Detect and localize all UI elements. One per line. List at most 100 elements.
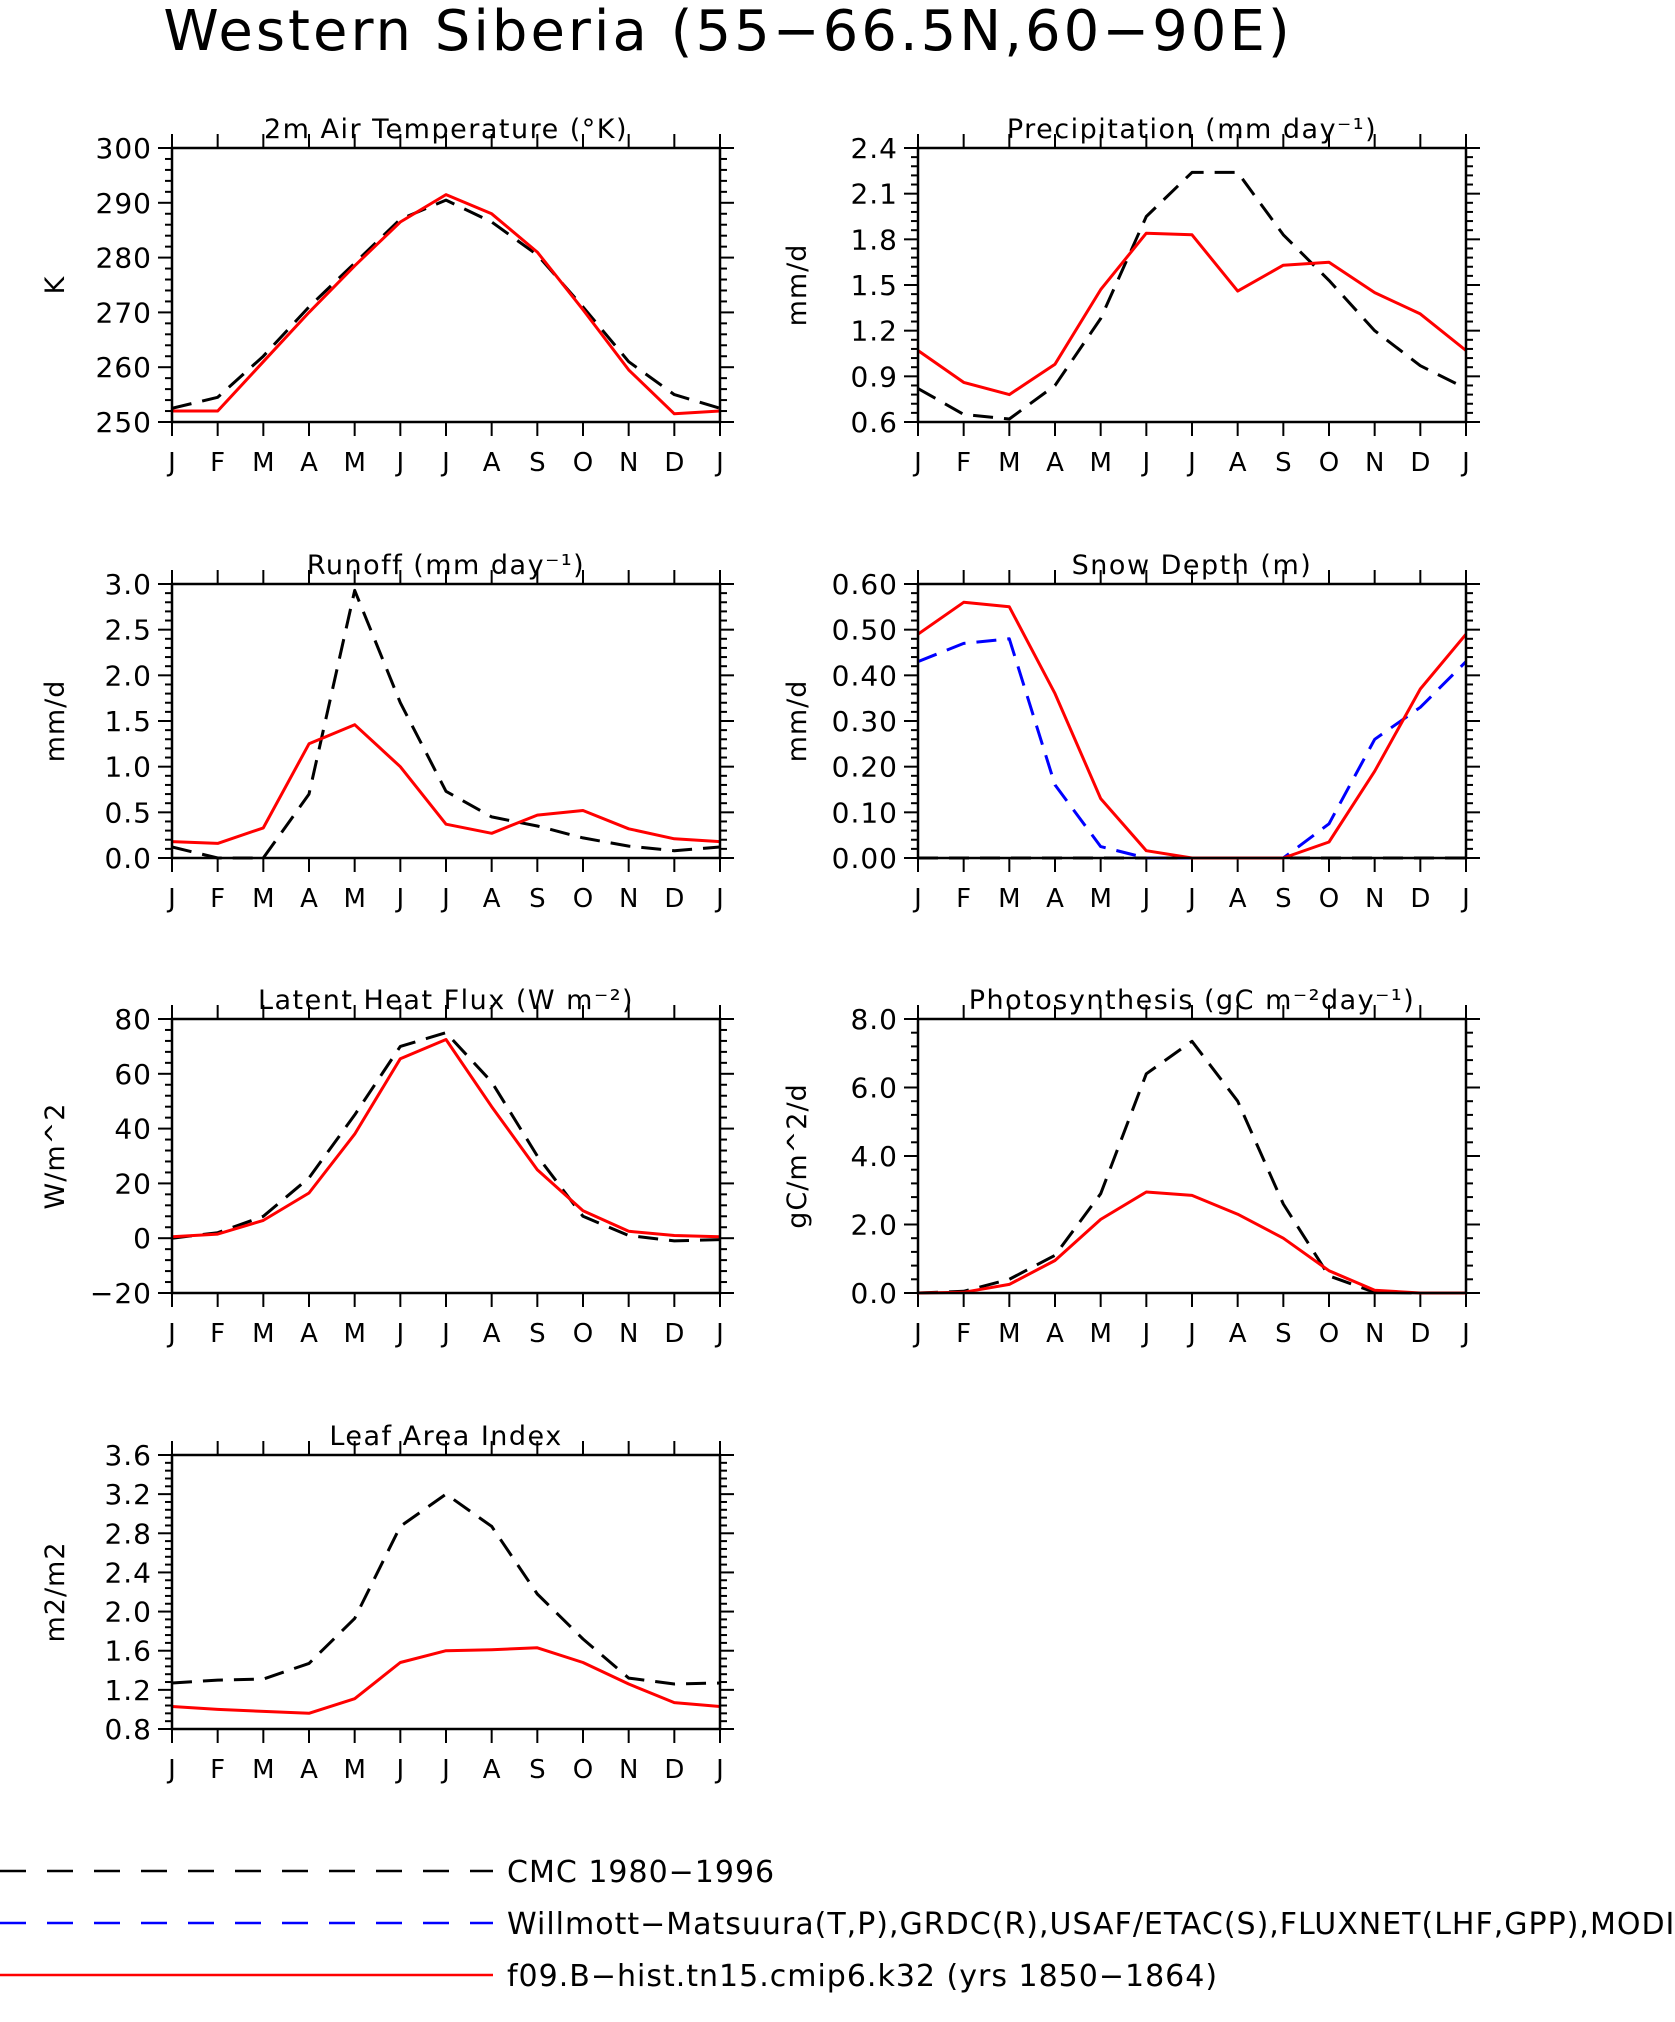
x-tick-label: J [714,1755,724,1785]
y-tick-label: 290 [96,187,152,220]
x-tick-label: J [1460,884,1470,914]
chart-panel-2: Runoff (mm day⁻¹)mm/d0.00.51.01.52.02.53… [40,550,734,914]
x-tick-label: J [912,448,922,478]
x-tick-label: A [300,1319,318,1349]
x-tick-label: M [252,1755,274,1785]
x-tick-label: D [664,884,684,914]
x-tick-label: J [1186,1319,1196,1349]
x-tick-label: M [998,448,1020,478]
y-tick-label: 60 [114,1058,152,1091]
y-tick-label: 0.20 [832,751,898,784]
x-tick-label: S [1275,1319,1292,1349]
x-tick-label: J [394,1319,404,1349]
x-tick-label: O [1319,1319,1339,1349]
x-tick-label: J [440,1755,450,1785]
y-tick-label: 1.2 [104,1674,152,1707]
x-tick-label: A [1229,448,1247,478]
y-tick-label: 0.0 [850,1277,898,1310]
x-tick-label: A [1229,1319,1247,1349]
x-tick-label: S [1275,884,1292,914]
x-tick-label: J [1460,448,1470,478]
series-line-0 [172,1031,720,1243]
x-tick-label: A [483,884,501,914]
x-tick-label: A [483,1319,501,1349]
x-tick-label: A [483,448,501,478]
chart-panel-5: Photosynthesis (gC m⁻²day⁻¹)gC/m^2/d0.02… [782,985,1480,1349]
x-tick-label: F [956,1319,971,1349]
x-tick-label: S [529,1319,546,1349]
x-tick-label: N [619,1319,638,1349]
x-tick-label: O [573,1319,593,1349]
x-tick-label: J [394,1755,404,1785]
x-tick-label: A [1229,884,1247,914]
x-tick-label: J [166,1319,176,1349]
y-tick-label: 1.5 [104,705,152,738]
x-tick-label: D [664,1755,684,1785]
x-tick-label: M [1089,1319,1111,1349]
legend-label-2: f09.B−hist.tn15.cmip6.k32 (yrs 1850−1864… [507,1959,1218,1994]
y-tick-label: 2.8 [104,1517,152,1550]
x-tick-label: J [166,448,176,478]
y-tick-label: 3.6 [104,1439,152,1472]
x-tick-label: J [714,1319,724,1349]
x-tick-label: M [252,884,274,914]
x-tick-label: J [394,884,404,914]
y-tick-label: 0.6 [850,406,898,439]
y-tick-label: 3.0 [104,568,152,601]
x-tick-label: A [483,1755,501,1785]
figure-legend: CMC 1980−1996 Willmott−Matsuura(T,P),GRDC… [0,1855,1675,1994]
y-axis-label: m2/m2 [40,1541,71,1642]
x-tick-label: J [440,448,450,478]
series-line-1 [918,1190,1466,1295]
series-line-1 [172,193,720,416]
y-tick-label: 0.10 [832,796,898,829]
y-tick-label: 2.5 [104,614,152,647]
x-tick-label: N [619,1755,638,1785]
x-tick-label: M [343,1319,365,1349]
chart-panel-0: 2m Air Temperature (°K)K2502602702802903… [40,114,734,478]
series-line-1 [918,231,1466,397]
y-tick-label: 0.50 [832,614,898,647]
x-tick-label: J [912,884,922,914]
x-tick-label: J [440,884,450,914]
x-tick-label: N [1365,448,1384,478]
x-tick-label: D [1410,1319,1430,1349]
y-tick-label: 4.0 [850,1140,898,1173]
x-tick-label: D [1410,448,1430,478]
x-tick-label: J [394,448,404,478]
y-tick-label: 270 [96,296,152,329]
x-tick-label: O [573,448,593,478]
y-tick-label: −20 [90,1277,152,1310]
figure-title: Western Siberia (55−66.5N,60−90E) [163,0,1292,64]
y-tick-label: 0.8 [104,1713,152,1746]
y-axis-label: W/m^2 [40,1103,71,1210]
x-tick-label: F [956,884,971,914]
chart-panel-3: Snow Depth (m)mm/d0.000.100.200.300.400.… [782,550,1480,914]
y-tick-label: 250 [96,406,152,439]
series-line-0 [172,198,720,410]
y-tick-label: 0.9 [850,360,898,393]
plot-frame [170,1017,722,1295]
x-tick-label: A [300,448,318,478]
x-tick-label: D [1410,884,1430,914]
y-tick-label: 280 [96,242,152,275]
y-tick-label: 0 [133,1222,152,1255]
x-tick-label: J [1140,448,1150,478]
x-tick-label: F [956,448,971,478]
y-tick-label: 300 [96,132,152,165]
y-tick-label: 0.40 [832,659,898,692]
x-tick-label: J [440,1319,450,1349]
y-axis-label: mm/d [782,680,813,763]
chart-panel-1: Precipitation (mm day⁻¹)mm/d0.60.91.21.5… [782,114,1480,478]
x-tick-label: N [1365,884,1384,914]
y-axis-label: mm/d [40,680,71,763]
y-axis-label: mm/d [782,244,813,327]
y-tick-label: 260 [96,351,152,384]
x-tick-label: F [210,1755,225,1785]
x-tick-label: J [1186,448,1196,478]
x-tick-label: N [1365,1319,1384,1349]
series-line-0 [918,1039,1466,1295]
x-tick-label: M [998,1319,1020,1349]
y-tick-label: 6.0 [850,1072,898,1105]
